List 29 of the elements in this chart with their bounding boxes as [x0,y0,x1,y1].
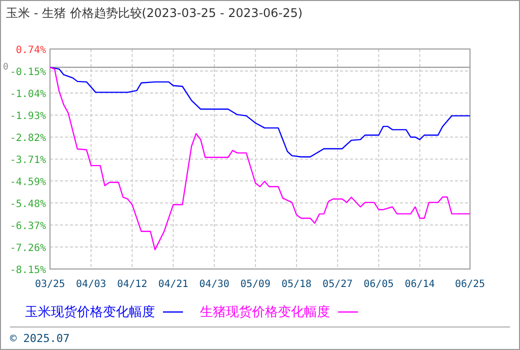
x-tick-label: 04/12 [117,279,148,290]
y-tick-label: -3.71% [10,155,46,166]
y-tick-label: -6.37% [10,220,46,232]
y-tick-label: -1.93% [10,111,46,122]
x-tick-label: 05/18 [281,279,312,290]
x-tick-label: 05/27 [322,279,353,290]
y-tick-label: -4.59% [10,176,46,188]
y-tick-label: -7.26% [10,242,46,254]
text: © 2025.07 [10,332,70,345]
x-tick-label: 06/05 [364,279,394,290]
y-tick-label: -0.15% [10,67,46,78]
legend-label: 生猪现货价格变化幅度 [200,304,330,320]
x-tick-label: 03/25 [34,279,66,290]
line-series [49,66,471,250]
x-tick-label: 05/09 [240,279,270,290]
x-tick-label: 06/25 [454,279,486,290]
legend-label: 玉米现货价格变化幅度 [25,304,155,320]
y-tick-label: -2.82% [10,133,46,144]
x-tick-label: 04/21 [158,279,188,290]
y-tick-label: -5.48% [10,198,46,210]
line-series [49,66,471,158]
y-tick-label: 0.74% [16,45,46,56]
x-tick-label: 04/30 [199,279,230,290]
ref-line-label: 0 [3,62,8,72]
chart-title: 玉米 - 生猪 价格趋势比较(2023-03-25 - 2023-06-25) [6,6,303,20]
x-tick-label: 06/14 [404,279,435,290]
y-tick-label: -1.04% [10,89,46,100]
x-tick-label: 04/03 [76,279,106,290]
y-tick-label: -8.15% [10,265,46,276]
